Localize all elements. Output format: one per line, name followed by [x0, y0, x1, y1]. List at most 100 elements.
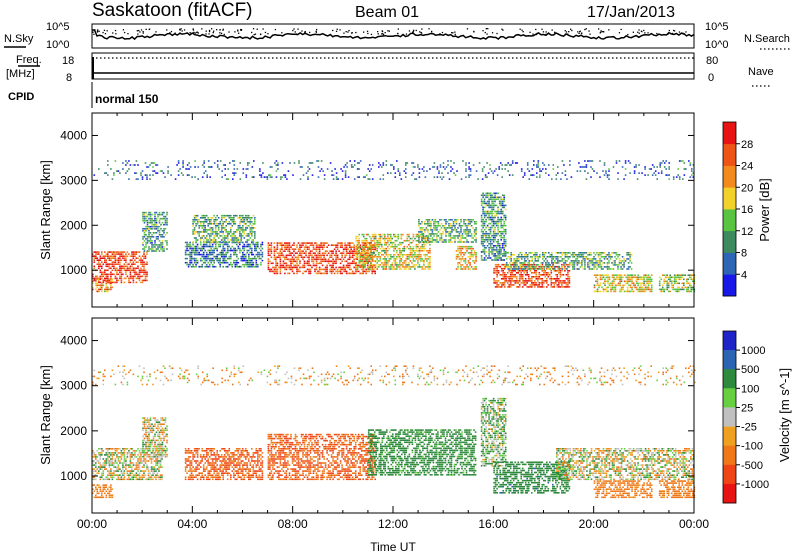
- echo-cell: [339, 252, 342, 254]
- nsearch-dot: [166, 29, 168, 31]
- echo-cell: [282, 262, 285, 265]
- echo-cell: [177, 174, 180, 176]
- echo-cell: [214, 225, 217, 227]
- echo-cell: [101, 257, 103, 259]
- echo-cell: [142, 230, 144, 232]
- echo-cell: [673, 288, 676, 291]
- echo-cell: [201, 235, 203, 237]
- echo-cell: [614, 252, 616, 254]
- echo-cell: [500, 230, 502, 233]
- echo-cell: [546, 268, 549, 270]
- echo-cell: [230, 223, 232, 225]
- echo-cell: [195, 237, 197, 239]
- echo-cell: [421, 227, 423, 229]
- echo-cell: [365, 243, 368, 246]
- echo-cell: [603, 252, 606, 254]
- echo-cell: [214, 247, 217, 250]
- echo-cell: [615, 252, 618, 254]
- echo-cell: [179, 168, 181, 170]
- echo-cell: [535, 284, 538, 286]
- echo-cell: [332, 266, 334, 269]
- echo-cell: [515, 286, 518, 288]
- echo-cell: [131, 251, 133, 253]
- echo-cell: [661, 290, 664, 293]
- echo-cell: [161, 246, 164, 248]
- echo-cell: [223, 217, 226, 219]
- echo-cell: [294, 248, 297, 250]
- echo-cell: [417, 256, 419, 258]
- echo-cell: [306, 268, 309, 271]
- nsearch-dot: [541, 28, 543, 30]
- echo-cell: [455, 258, 458, 260]
- echo-cell: [189, 259, 191, 262]
- echo-cell: [379, 247, 382, 250]
- echo-cell: [217, 217, 220, 219]
- echo-cell: [378, 266, 380, 268]
- echo-cell: [602, 288, 605, 291]
- echo-cell: [508, 258, 511, 260]
- echo-cell: [275, 264, 277, 267]
- echo-cell: [243, 249, 246, 252]
- echo-cell: [257, 245, 259, 248]
- echo-cell: [417, 235, 419, 238]
- echo-cell: [467, 221, 470, 223]
- echo-cell: [207, 219, 209, 221]
- echo-cell: [142, 242, 144, 244]
- echo-cell: [546, 256, 549, 258]
- echo-cell: [207, 233, 209, 235]
- echo-cell: [132, 277, 135, 280]
- echo-cell: [205, 219, 208, 221]
- echo-cell: [160, 217, 162, 220]
- echo-cell: [513, 268, 515, 270]
- echo-cell: [541, 274, 544, 276]
- echo-cell: [205, 214, 208, 217]
- echo-cell: [245, 263, 247, 266]
- echo-cell: [473, 254, 476, 256]
- echo-cell: [517, 266, 520, 268]
- echo-cell: [558, 286, 560, 288]
- echo-cell: [291, 256, 294, 259]
- echo-cell: [120, 275, 123, 278]
- echo-cell: [544, 276, 547, 278]
- echo-cell: [210, 241, 212, 243]
- echo-cell: [678, 278, 680, 281]
- echo-cell: [566, 254, 568, 256]
- echo-cell: [205, 263, 208, 266]
- echo-cell: [602, 276, 605, 279]
- echo-cell: [345, 244, 348, 246]
- echo-cell: [110, 271, 112, 274]
- echo-cell: [158, 211, 161, 214]
- echo-cell: [195, 225, 197, 227]
- echo-cell: [116, 281, 118, 284]
- echo-cell: [461, 247, 464, 250]
- echo-cell: [196, 231, 199, 233]
- echo-cell: [105, 273, 108, 276]
- echo-cell: [255, 253, 258, 256]
- echo-cell: [96, 275, 99, 278]
- echo-cell: [204, 229, 206, 231]
- nsearch-dot: [228, 31, 230, 33]
- echo-cell: [232, 172, 234, 174]
- echo-cell: [590, 252, 592, 254]
- echo-cell: [365, 237, 368, 240]
- echo-cell: [213, 241, 215, 243]
- echo-cell: [463, 229, 465, 231]
- echo-cell: [488, 257, 490, 259]
- echo-cell: [125, 255, 127, 257]
- echo-cell: [143, 240, 146, 242]
- echo-cell: [554, 256, 556, 258]
- echo-cell: [673, 280, 676, 283]
- echo-cell: [204, 170, 207, 172]
- echo-cell: [460, 250, 462, 252]
- echo-cell: [503, 222, 505, 225]
- echo-cell: [593, 262, 595, 264]
- echo-cell: [414, 266, 416, 268]
- echo-cell: [381, 235, 383, 238]
- echo-cell: [489, 210, 492, 213]
- echo-cell: [155, 223, 158, 226]
- echo-cell: [514, 282, 516, 284]
- nave-tick-top: 80: [706, 55, 718, 67]
- echo-cell: [156, 164, 159, 166]
- echo-cell: [463, 254, 465, 256]
- echo-cell: [516, 256, 518, 258]
